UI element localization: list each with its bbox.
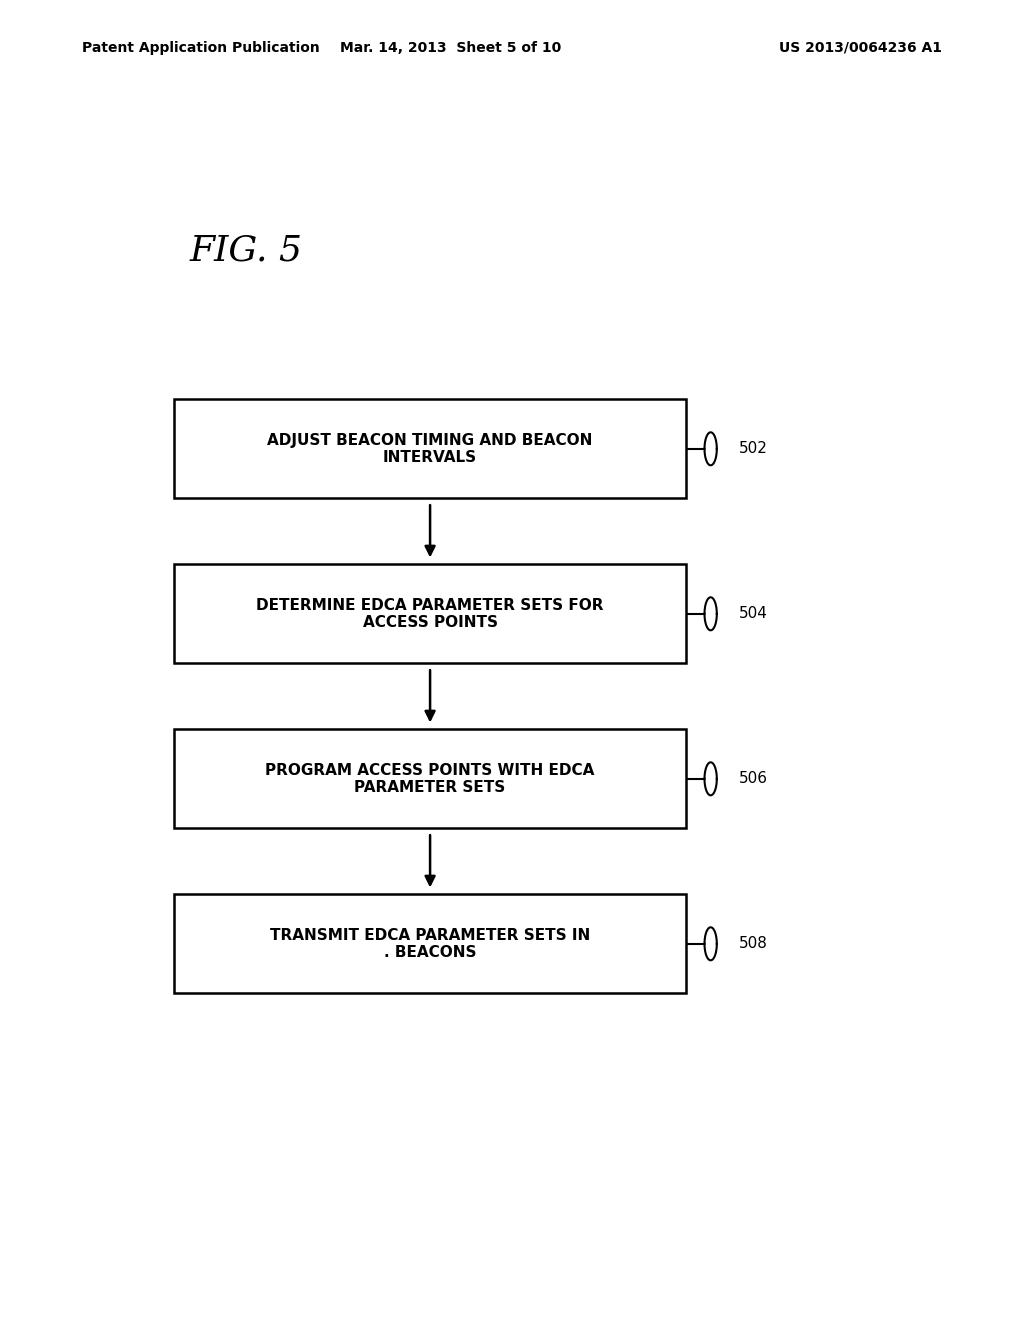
Text: US 2013/0064236 A1: US 2013/0064236 A1: [779, 41, 942, 54]
Text: FIG. 5: FIG. 5: [189, 234, 302, 268]
Text: 508: 508: [739, 936, 768, 952]
Text: 502: 502: [739, 441, 768, 457]
Bar: [174, 399, 686, 498]
Text: Mar. 14, 2013  Sheet 5 of 10: Mar. 14, 2013 Sheet 5 of 10: [340, 41, 561, 54]
Bar: [174, 565, 686, 663]
Text: 504: 504: [739, 606, 768, 622]
Text: TRANSMIT EDCA PARAMETER SETS IN
. BEACONS: TRANSMIT EDCA PARAMETER SETS IN . BEACON…: [270, 928, 590, 960]
Text: ADJUST BEACON TIMING AND BEACON
INTERVALS: ADJUST BEACON TIMING AND BEACON INTERVAL…: [267, 433, 593, 465]
Bar: [174, 729, 686, 829]
Bar: [174, 895, 686, 993]
Text: Patent Application Publication: Patent Application Publication: [82, 41, 319, 54]
Text: 506: 506: [739, 771, 768, 787]
Text: DETERMINE EDCA PARAMETER SETS FOR
ACCESS POINTS: DETERMINE EDCA PARAMETER SETS FOR ACCESS…: [256, 598, 604, 630]
Text: PROGRAM ACCESS POINTS WITH EDCA
PARAMETER SETS: PROGRAM ACCESS POINTS WITH EDCA PARAMETE…: [265, 763, 595, 795]
